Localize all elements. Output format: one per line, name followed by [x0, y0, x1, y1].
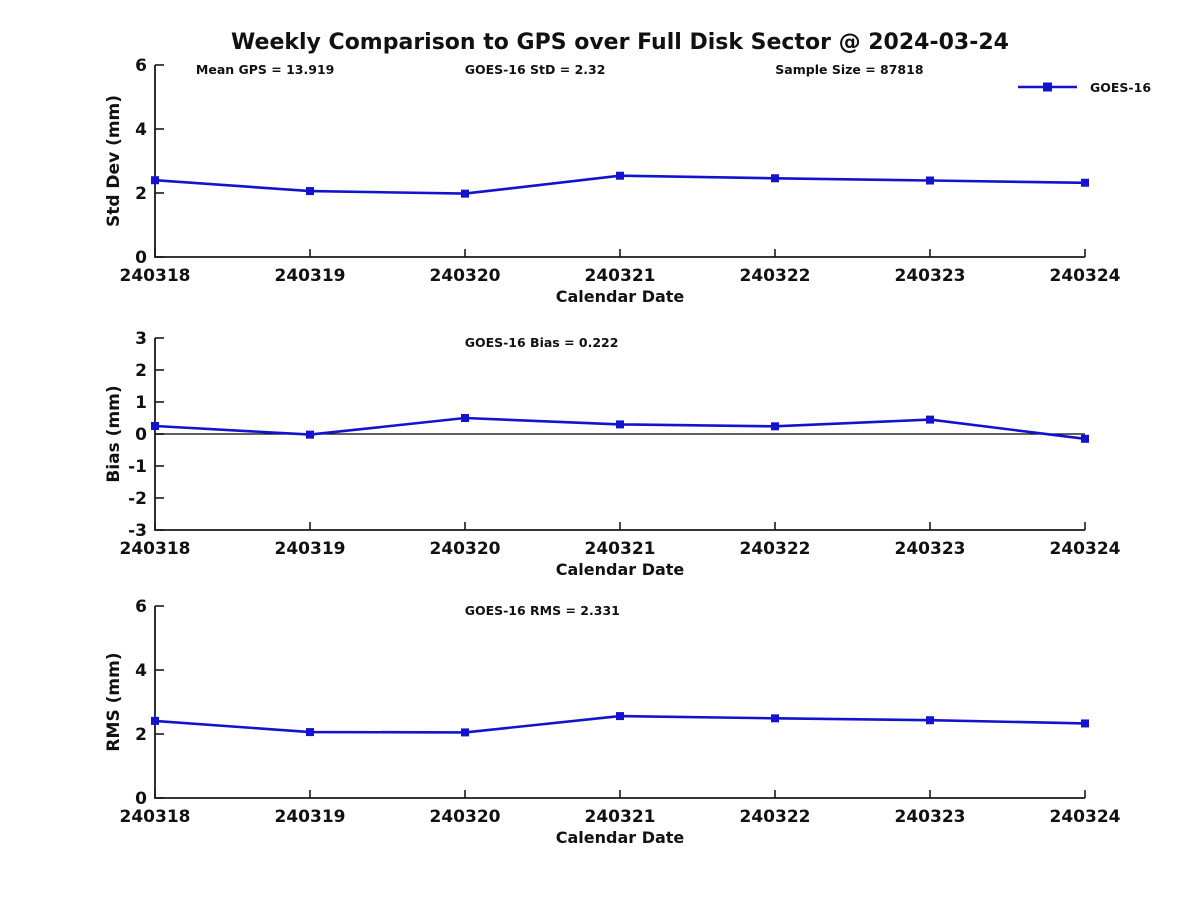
- x-axis-tick-label: 240321: [585, 807, 656, 827]
- y-axis-tick-label: 3: [135, 329, 147, 349]
- x-axis-tick-label: 240320: [430, 539, 501, 559]
- x-axis-tick-label: 240321: [585, 539, 656, 559]
- legend-marker: [1043, 82, 1052, 92]
- data-point-marker: [616, 171, 624, 180]
- data-point-marker: [151, 716, 159, 725]
- y-axis-tick-label: 1: [135, 393, 147, 413]
- x-axis-tick-label: 240318: [120, 807, 191, 827]
- y-axis-label: Std Dev (mm): [104, 95, 124, 227]
- x-axis-tick-label: 240323: [895, 807, 966, 827]
- x-axis-tick-label: 240323: [895, 266, 966, 286]
- data-point-marker: [306, 430, 314, 439]
- annotation-text: Sample Size = 87818: [775, 62, 923, 77]
- x-axis-tick-label: 240319: [275, 266, 346, 286]
- y-axis-tick-label: 4: [135, 661, 147, 681]
- y-axis-tick-label: 2: [135, 725, 147, 745]
- legend-label: GOES-16: [1090, 80, 1151, 95]
- figure-title: Weekly Comparison to GPS over Full Disk …: [231, 30, 1009, 55]
- data-point-marker: [151, 176, 159, 185]
- y-axis-tick-label: 4: [135, 120, 147, 140]
- x-axis-tick-label: 240324: [1050, 807, 1121, 827]
- y-axis-label: Bias (mm): [104, 385, 124, 482]
- axis-spine: [154, 606, 1085, 799]
- x-axis-tick-label: 240324: [1050, 539, 1121, 559]
- x-axis-tick-label: 240320: [430, 266, 501, 286]
- y-axis-tick-label: -3: [128, 521, 147, 541]
- x-axis-tick-label: 240318: [120, 266, 191, 286]
- data-point-marker: [306, 187, 314, 196]
- annotation-text: Mean GPS = 13.919: [196, 62, 334, 77]
- x-axis-label: Calendar Date: [556, 828, 685, 847]
- data-point-marker: [461, 189, 469, 198]
- data-point-marker: [926, 415, 934, 424]
- y-axis-tick-label: 6: [135, 597, 147, 617]
- y-axis-tick-label: 0: [135, 248, 147, 268]
- x-axis-tick-label: 240319: [275, 807, 346, 827]
- data-point-marker: [151, 422, 159, 430]
- x-axis-tick-label: 240319: [275, 539, 346, 559]
- y-axis-tick-label: 2: [135, 361, 147, 381]
- data-point-marker: [771, 174, 779, 183]
- annotation-text: GOES-16 Bias = 0.222: [465, 335, 619, 350]
- x-axis-tick-label: 240322: [740, 539, 811, 559]
- data-point-marker: [616, 420, 624, 429]
- data-point-marker: [1081, 719, 1089, 728]
- data-point-marker: [461, 414, 469, 422]
- x-axis-tick-label: 240322: [740, 807, 811, 827]
- data-point-marker: [616, 712, 624, 721]
- data-point-marker: [306, 728, 314, 737]
- data-point-marker: [926, 716, 934, 725]
- y-axis-tick-label: 0: [135, 789, 147, 809]
- rms-subplot: 0 2 4 6 240318 240319 240320 240321 240322 240323…: [104, 597, 1121, 847]
- annotation-text: GOES-16 RMS = 2.331: [465, 603, 620, 618]
- axis-spine: [154, 65, 1085, 258]
- data-point-marker: [1081, 178, 1089, 187]
- y-axis-tick-label: 6: [135, 56, 147, 76]
- data-point-marker: [926, 176, 934, 185]
- annotation-text: GOES-16 StD = 2.32: [465, 62, 606, 77]
- y-axis-label: RMS (mm): [104, 652, 124, 751]
- data-point-marker: [461, 728, 469, 737]
- x-axis-label: Calendar Date: [556, 560, 685, 579]
- y-axis-tick-label: 0: [135, 425, 147, 445]
- std-dev-subplot: 0 2 4 6 240318 240319 240320 240321 240322 240323…: [104, 56, 1151, 306]
- x-axis-tick-label: 240324: [1050, 266, 1121, 286]
- x-axis-tick-label: 240322: [740, 266, 811, 286]
- y-axis-tick-label: -1: [128, 457, 147, 477]
- x-axis-label: Calendar Date: [556, 287, 685, 306]
- data-point-marker: [771, 422, 779, 431]
- x-axis-tick-label: 240323: [895, 539, 966, 559]
- x-axis-tick-label: 240320: [430, 807, 501, 827]
- data-point-marker: [771, 714, 779, 723]
- x-axis-tick-label: 240321: [585, 266, 656, 286]
- x-axis-tick-label: 240318: [120, 539, 191, 559]
- y-axis-tick-label: 2: [135, 184, 147, 204]
- y-axis-tick-label: -2: [128, 489, 147, 509]
- bias-subplot: -3 -2 -1 0 1 2 3 240318 240319 240320 240321 240322…: [104, 329, 1121, 579]
- data-point-marker: [1081, 434, 1089, 443]
